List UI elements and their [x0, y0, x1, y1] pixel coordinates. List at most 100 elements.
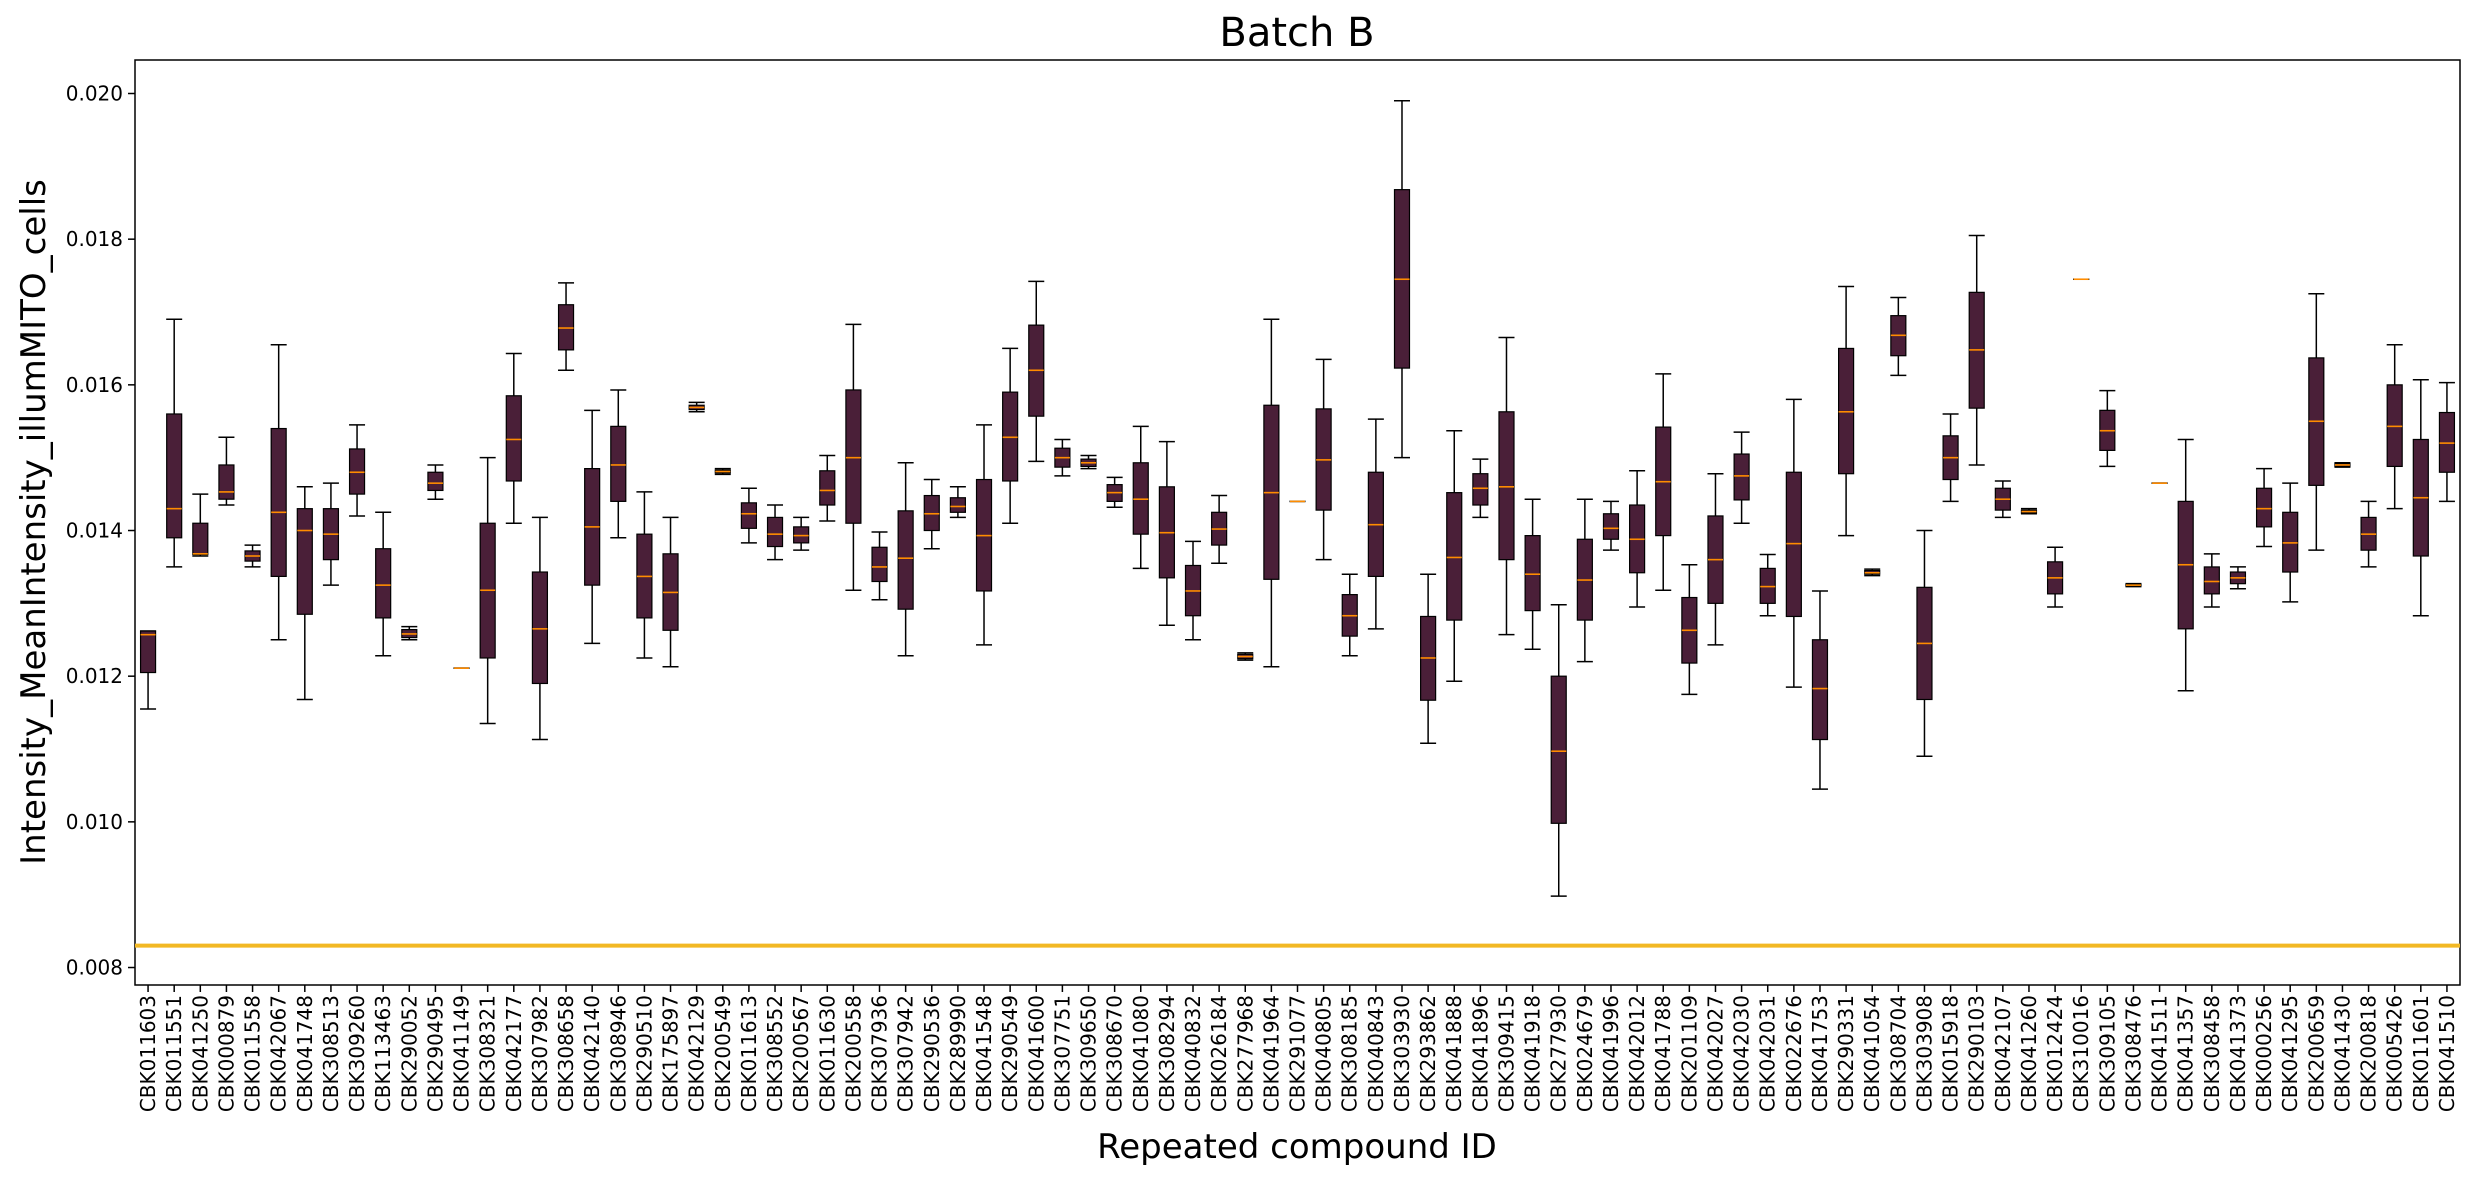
box-CBK290536 [923, 478, 940, 550]
box-CBK289990 [949, 486, 966, 519]
box-CBK200818 [2360, 500, 2377, 568]
x-tick-label: CBK011551 [162, 995, 186, 1112]
box-CBK011603 [139, 630, 157, 710]
x-tick-label: CBK041357 [2174, 995, 2198, 1112]
box-CBK309415 [1498, 336, 1515, 636]
box-CBK041430 [2334, 462, 2351, 468]
box-CBK308458 [2203, 553, 2220, 608]
box-CBK308294 [1158, 440, 1175, 626]
box-CBK200659 [2308, 293, 2325, 551]
box-CBK011601 [2412, 378, 2429, 617]
x-tick-label: CBK042129 [685, 995, 709, 1112]
x-tick-label: CBK290103 [1965, 995, 1989, 1112]
box-iqr [427, 471, 444, 492]
box-iqr [1733, 453, 1750, 501]
box-CBK011630 [819, 454, 836, 522]
box-iqr [1524, 535, 1541, 612]
box-iqr [1446, 492, 1463, 621]
box-CBK041510 [2438, 381, 2456, 503]
x-tick-label: CBK290331 [1834, 995, 1858, 1112]
box-CBK308552 [766, 504, 784, 561]
x-tick-label: CBK309415 [1494, 995, 1518, 1112]
x-tick-label: CBK011630 [815, 995, 839, 1112]
x-tick-label: CBK000879 [214, 995, 238, 1112]
x-tick-label: CBK308704 [1886, 995, 1910, 1112]
x-tick-label: CBK307942 [894, 995, 918, 1112]
box-iqr [531, 571, 549, 685]
box-iqr [218, 464, 235, 500]
x-tick-label: CBK011613 [737, 995, 761, 1112]
box-iqr [871, 546, 888, 583]
box-iqr [375, 548, 392, 619]
box-CBK201109 [1681, 563, 1698, 696]
box-CBK024679 [1576, 498, 1593, 663]
x-tick-label: CBK290052 [397, 995, 421, 1112]
x-tick-label: CBK011603 [136, 995, 160, 1112]
y-tick-label: 0.010 [66, 810, 123, 834]
x-tick-label: CBK041260 [2017, 995, 2041, 1112]
box-CBK200549 [714, 467, 731, 476]
box-CBK309260 [348, 424, 366, 517]
x-tick-label: CBK041054 [1860, 995, 1884, 1112]
box-iqr [1472, 473, 1489, 506]
chart-title: Batch B [1219, 10, 1374, 56]
x-tick-label: CBK200818 [2357, 995, 2381, 1112]
x-tick-label: CBK308476 [2121, 995, 2145, 1112]
box-CBK041260 [2020, 507, 2038, 515]
box-CBK041600 [1028, 280, 1045, 463]
x-tick-label: CBK042140 [580, 995, 604, 1112]
x-tick-label: CBK293862 [1416, 995, 1440, 1112]
x-tick-label: CBK308513 [319, 995, 343, 1112]
box-iqr [897, 510, 914, 610]
x-tick-label: CBK277968 [1233, 995, 1257, 1112]
box-CBK308321 [479, 456, 496, 725]
box-CBK042140 [584, 409, 601, 645]
x-tick-label: CBK289990 [946, 995, 970, 1112]
x-tick-label: CBK041149 [450, 995, 474, 1112]
box-CBK022676 [1785, 398, 1802, 688]
x-tick-label: CBK041600 [1024, 995, 1048, 1112]
box-CBK042027 [1707, 472, 1724, 646]
y-tick-label: 0.014 [66, 519, 123, 543]
box-CBK200567 [793, 516, 810, 551]
x-axis-label: Repeated compound ID [1097, 1127, 1497, 1167]
box-CBK041753 [1811, 590, 1829, 790]
boxes-layer [135, 100, 2460, 948]
box-CBK277968 [1237, 652, 1254, 661]
box-CBK000256 [2255, 467, 2273, 548]
x-tick-label: CBK041080 [1129, 995, 1153, 1112]
box-CBK290331 [1837, 285, 1855, 537]
x-tick-label: CBK040832 [1181, 995, 1205, 1112]
x-tick-label: CBK309650 [1077, 995, 1101, 1112]
box-iqr [296, 508, 313, 615]
box-CBK041888 [1446, 429, 1463, 683]
x-tick-label: CBK041548 [972, 995, 996, 1112]
x-tick-label: CBK308185 [1338, 995, 1362, 1112]
x-tick-label: CBK041748 [293, 995, 317, 1112]
box-CBK293862 [1420, 573, 1437, 744]
y-tick-label: 0.016 [66, 373, 123, 397]
x-tick-label: CBK041510 [2435, 995, 2459, 1112]
box-iqr [1498, 411, 1515, 561]
box-iqr [949, 497, 966, 513]
x-tick-label: CBK042031 [1756, 995, 1780, 1112]
box-CBK042030 [1733, 431, 1750, 524]
box-CBK042012 [1629, 470, 1646, 608]
x-tick-label: CBK309260 [345, 995, 369, 1112]
x-tick-label: CBK308321 [476, 995, 500, 1112]
box-CBK308946 [610, 389, 627, 539]
box-CBK011551 [166, 318, 183, 568]
x-tick-label: CBK042012 [1625, 995, 1649, 1112]
x-tick-label: CBK041964 [1259, 995, 1283, 1112]
box-CBK303908 [1916, 529, 1933, 758]
x-tick-label: CBK308946 [606, 995, 630, 1112]
x-tick-label: CBK011601 [2409, 995, 2433, 1112]
box-iqr [1550, 675, 1567, 824]
box-CBK308513 [322, 482, 340, 586]
box-CBK040832 [1184, 540, 1202, 641]
y-tick-label: 0.008 [66, 956, 123, 980]
x-tick-label: CBK290549 [998, 995, 1022, 1112]
box-CBK308658 [557, 282, 575, 372]
box-CBK015918 [1942, 413, 1959, 503]
x-tick-label: CBK308552 [763, 995, 787, 1112]
